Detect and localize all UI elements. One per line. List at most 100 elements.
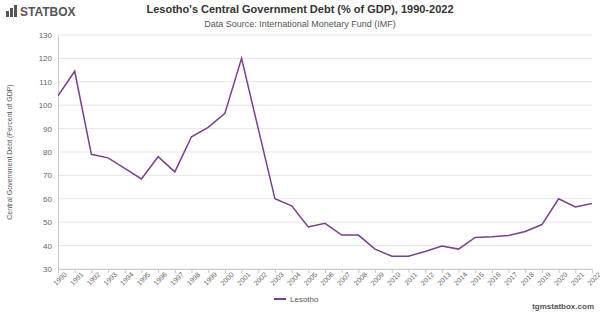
y-tick: 70 — [43, 171, 58, 180]
x-axis: 1990199119921993199419951996199719981999… — [52, 269, 600, 287]
x-tick: 2012 — [419, 269, 435, 287]
x-tick-label: 1997 — [169, 271, 185, 287]
x-tick: 1991 — [69, 269, 85, 287]
subtitle: Data Source: International Monetary Fund… — [204, 19, 396, 29]
x-tick: 2010 — [386, 269, 402, 287]
grid — [58, 35, 592, 269]
x-tick: 2005 — [302, 269, 318, 287]
y-tick-label: 120 — [39, 54, 53, 63]
x-tick-label: 2017 — [503, 271, 519, 287]
x-tick-label: 2009 — [369, 271, 385, 287]
x-tick-mark — [141, 269, 142, 273]
x-tick: 1990 — [52, 269, 68, 287]
grid-line — [58, 128, 592, 129]
y-tick: 80 — [43, 148, 58, 157]
x-tick-mark — [58, 269, 59, 273]
x-tick-label: 2008 — [352, 271, 368, 287]
grid-line — [58, 105, 592, 106]
x-tick-label: 2018 — [519, 271, 535, 287]
x-tick-mark — [242, 269, 243, 273]
logo: STATBOX — [6, 5, 76, 19]
grid-line — [58, 175, 592, 176]
x-tick-label: 2014 — [453, 271, 469, 287]
x-tick-mark — [542, 269, 543, 273]
x-tick-label: 1998 — [186, 271, 202, 287]
x-tick-mark — [108, 269, 109, 273]
x-tick: 2022 — [586, 269, 600, 287]
x-tick: 2004 — [286, 269, 302, 287]
x-tick: 2002 — [252, 269, 268, 287]
x-tick-mark — [125, 269, 126, 273]
y-tick: 60 — [43, 195, 58, 204]
x-tick: 1996 — [152, 269, 168, 287]
plot-area — [58, 58, 592, 256]
logo-text: STATBOX — [20, 5, 76, 19]
x-tick-mark — [459, 269, 460, 273]
title: Lesotho's Central Government Debt (% of … — [146, 3, 453, 15]
x-tick-mark — [525, 269, 526, 273]
x-tick-mark — [442, 269, 443, 273]
y-tick: 110 — [39, 78, 58, 87]
x-tick: 2003 — [269, 269, 285, 287]
y-axis: 30 40 50 60 70 80 90 100 110 120 130 — [39, 31, 59, 274]
x-tick-mark — [192, 269, 193, 273]
legend-label: Lesotho — [290, 295, 319, 304]
x-tick: 1997 — [169, 269, 185, 287]
x-tick: 1992 — [85, 269, 101, 287]
x-tick-label: 1992 — [85, 271, 101, 287]
y-tick-label: 40 — [43, 242, 52, 251]
x-tick: 2017 — [503, 269, 519, 287]
y-tick: 90 — [43, 125, 58, 134]
x-tick-mark — [275, 269, 276, 273]
x-tick-mark — [559, 269, 560, 273]
y-tick-label: 60 — [43, 195, 52, 204]
logo-icon — [10, 8, 13, 17]
x-tick-label: 1995 — [136, 271, 152, 287]
x-tick: 2021 — [569, 269, 585, 287]
x-tick-mark — [258, 269, 259, 273]
x-tick-mark — [208, 269, 209, 273]
x-tick: 2014 — [453, 269, 469, 287]
grid-line — [58, 58, 592, 59]
y-tick: 100 — [39, 101, 58, 110]
x-tick-label: 2006 — [319, 271, 335, 287]
x-tick: 1999 — [202, 269, 218, 287]
x-tick: 2013 — [436, 269, 452, 287]
x-tick-mark — [392, 269, 393, 273]
x-tick: 2001 — [236, 269, 252, 287]
y-axis-line — [58, 36, 59, 270]
grid-line — [58, 152, 592, 153]
chart: STATBOX Lesotho's Central Government Debt… — [0, 0, 600, 314]
x-tick-mark — [75, 269, 76, 273]
y-tick: 130 — [39, 31, 58, 40]
x-tick-label: 2007 — [336, 271, 352, 287]
x-tick-mark — [509, 269, 510, 273]
x-tick-mark — [475, 269, 476, 273]
x-tick: 2008 — [352, 269, 368, 287]
x-tick-mark — [342, 269, 343, 273]
x-tick: 2000 — [219, 269, 235, 287]
y-tick: 50 — [43, 218, 58, 227]
x-tick: 2011 — [403, 269, 419, 286]
x-tick-label: 1999 — [202, 271, 218, 287]
x-tick-label: 2011 — [403, 271, 419, 287]
x-tick-label: 2020 — [553, 271, 569, 287]
grid-line — [58, 198, 592, 199]
grid-line — [58, 35, 592, 36]
y-axis-title: Central Government Debt (Percent of GDP) — [6, 84, 14, 219]
x-tick-label: 1990 — [52, 271, 68, 287]
data-line — [58, 58, 592, 256]
x-tick: 2018 — [519, 269, 535, 287]
grid-line — [58, 81, 592, 82]
x-tick: 1994 — [119, 269, 135, 287]
grid-line — [58, 222, 592, 223]
y-tick-label: 90 — [43, 125, 52, 134]
x-tick-mark — [225, 269, 226, 273]
x-tick-label: 2013 — [436, 271, 452, 287]
x-tick-mark — [358, 269, 359, 273]
y-tick-label: 30 — [43, 265, 52, 274]
x-tick-label: 2003 — [269, 271, 285, 287]
x-tick: 2019 — [536, 269, 552, 287]
x-tick-label: 2012 — [419, 271, 435, 287]
x-tick-mark — [325, 269, 326, 273]
